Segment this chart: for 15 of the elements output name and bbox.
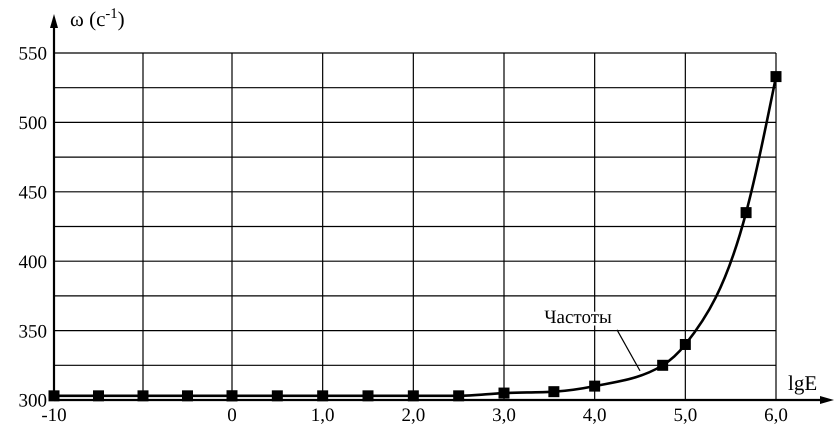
x-axis-title: lgE <box>788 371 818 395</box>
x-tick-label: 3,0 <box>492 405 516 426</box>
y-tick-label: 400 <box>18 252 47 273</box>
y-axis-title: ω (c$^{-1}$) <box>70 6 125 31</box>
x-tick-label: 2,0 <box>401 405 426 426</box>
y-tick-label: 350 <box>18 321 47 342</box>
y-tick-label: 550 <box>18 44 47 65</box>
y-tick-label: 300 <box>18 390 47 412</box>
y-tick-label: 450 <box>18 182 47 204</box>
x-tick-label: 5,0 <box>673 405 698 426</box>
x-tick-label: 0 <box>227 405 237 426</box>
x-tick-label: 6,0 <box>764 405 788 426</box>
x-tick-label: 4,0 <box>582 405 607 426</box>
x-tick-label: 1,0 <box>310 405 335 426</box>
y-tick-label: 500 <box>18 113 47 134</box>
